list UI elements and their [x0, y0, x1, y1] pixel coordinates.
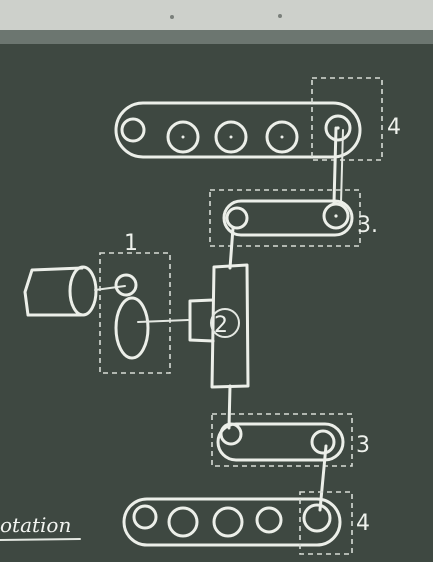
frame-screw: [170, 15, 174, 19]
board-frame-shadow: [0, 30, 433, 44]
gearbox: [188, 263, 250, 389]
upper-gearbox-shaft: [228, 226, 235, 270]
upper-belt-drive: [222, 199, 354, 237]
lower-gearbox-shaft: [227, 384, 232, 430]
label-1: 1: [124, 231, 138, 256]
frame-screw: [278, 14, 282, 18]
top-track-box: [311, 77, 383, 161]
upper-belt-box: [209, 189, 361, 247]
word-underline: [0, 538, 81, 541]
label-2: 2: [214, 313, 228, 338]
label-3-top: 3.: [357, 213, 378, 238]
top-vertical-shaft: [332, 126, 338, 205]
motor: [23, 265, 98, 317]
bottom-track-belt: [122, 497, 342, 547]
partial-word-rotation: otation: [0, 513, 71, 537]
top-track-belt: [114, 101, 362, 159]
lower-belt-drive: [216, 422, 345, 462]
label-3-bottom: 3: [356, 433, 370, 458]
lower-belt-box: [211, 413, 353, 467]
board-frame-top: [0, 0, 433, 34]
input-gear-pair: [94, 273, 189, 360]
bottom-track-box: [299, 491, 353, 555]
label-4-top: 4: [387, 115, 401, 140]
label-4-bottom: 4: [356, 511, 370, 536]
input-gear-box: [99, 252, 171, 374]
